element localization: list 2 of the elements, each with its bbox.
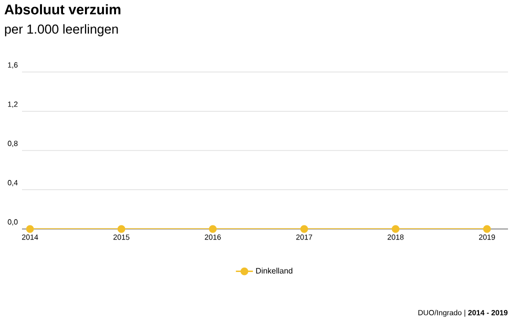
chart-subtitle: per 1.000 leerlingen [5, 24, 118, 36]
chart-title: Absoluut verzuim [4, 4, 120, 14]
